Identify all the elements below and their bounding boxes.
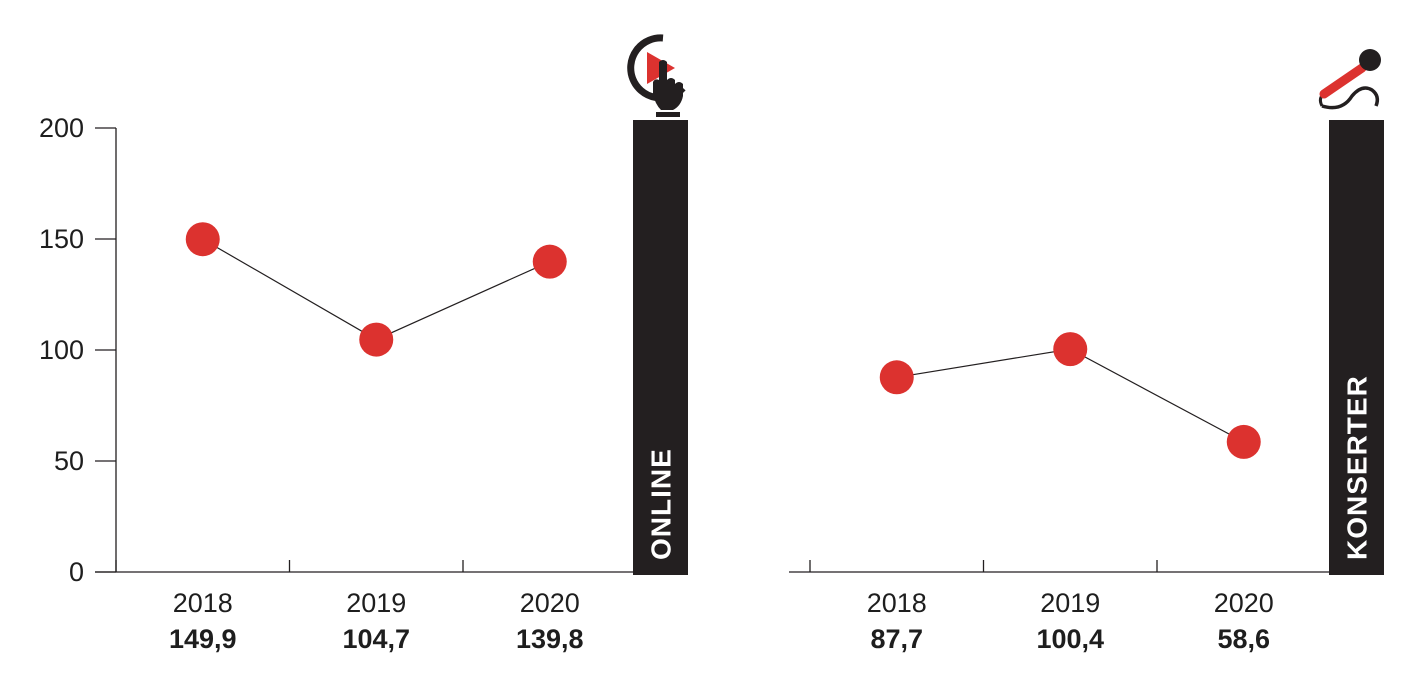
data-label: 100,4 (1036, 624, 1104, 654)
category-band (633, 120, 688, 575)
hand-shape (653, 60, 683, 110)
category-label: KONSERTER (1342, 375, 1373, 560)
x-tick-label: 2020 (1214, 588, 1274, 618)
category-band (1329, 120, 1384, 575)
mic-head (1359, 49, 1381, 71)
hand-cuff (656, 112, 680, 117)
mic-handle (1319, 63, 1367, 99)
x-tick-label: 2020 (520, 588, 580, 618)
data-point (532, 244, 567, 279)
data-point (879, 360, 914, 395)
x-tick-label: 2018 (173, 588, 233, 618)
play-button-hand-icon (627, 34, 686, 117)
data-point (1226, 424, 1261, 459)
mic-cable (1321, 86, 1380, 110)
y-tick-label: 100 (39, 335, 84, 365)
x-tick-label: 2018 (867, 588, 927, 618)
chart-panel-konserter: 2018 87,7 2019 100,4 2020 58,6 KONSERTER (789, 49, 1384, 654)
data-label: 87,7 (870, 624, 923, 654)
data-label: 104,7 (342, 624, 410, 654)
data-point (185, 222, 220, 257)
x-tick-label: 2019 (346, 588, 406, 618)
data-point (1053, 332, 1088, 367)
y-tick-label: 200 (39, 113, 84, 143)
data-point (359, 322, 394, 357)
x-tick-label: 2019 (1040, 588, 1100, 618)
y-tick-label: 150 (39, 224, 84, 254)
data-label: 149,9 (169, 624, 237, 654)
data-label: 58,6 (1217, 624, 1270, 654)
microphone-icon (1318, 49, 1381, 110)
data-label: 139,8 (516, 624, 584, 654)
y-tick-label: 50 (54, 446, 84, 476)
category-label: ONLINE (646, 448, 677, 560)
chart-panel-online: 0 50 100 150 200 2018 149,9 2019 104,7 2020 139,8 O… (39, 34, 688, 654)
y-tick-label: 0 (69, 557, 84, 587)
